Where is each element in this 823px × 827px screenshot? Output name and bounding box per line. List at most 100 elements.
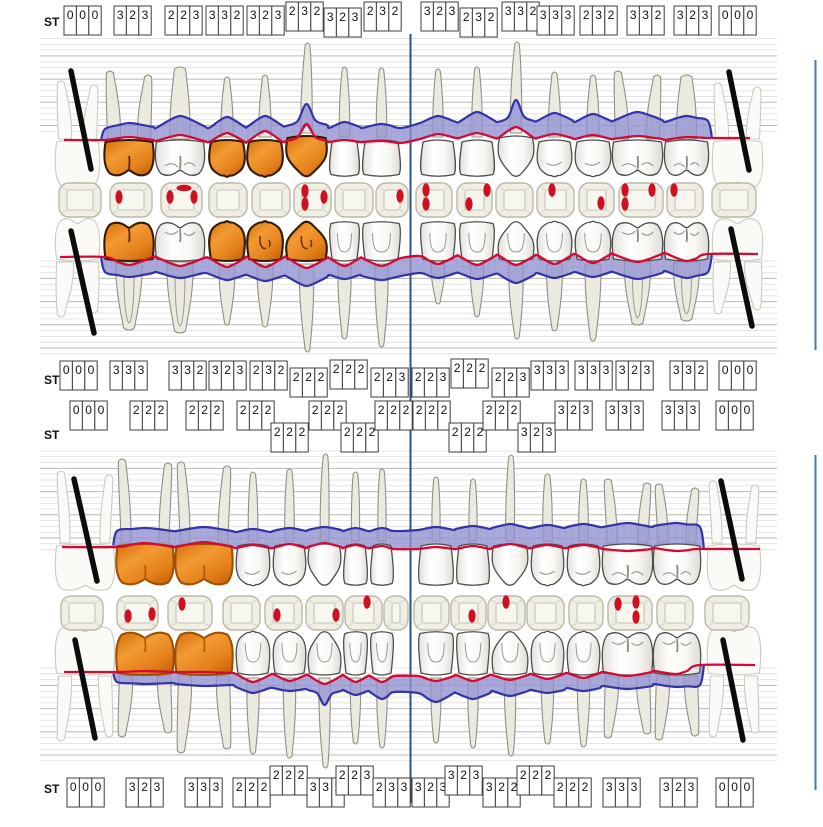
svg-text:2: 2 [293, 370, 300, 384]
svg-text:2: 2 [507, 370, 514, 384]
svg-text:ST: ST [44, 428, 60, 442]
svg-text:2: 2 [158, 403, 165, 417]
svg-text:2: 2 [427, 370, 434, 384]
svg-text:2: 2 [545, 768, 552, 782]
svg-text:2: 2 [240, 403, 247, 417]
svg-text:0: 0 [67, 8, 74, 22]
svg-text:2: 2 [495, 370, 502, 384]
svg-text:3: 3 [534, 363, 541, 377]
svg-text:3: 3 [486, 780, 493, 794]
svg-text:3: 3 [673, 363, 680, 377]
svg-text:0: 0 [731, 403, 738, 417]
svg-text:2: 2 [376, 780, 383, 794]
svg-text:3: 3 [113, 363, 120, 377]
svg-text:3: 3 [521, 425, 528, 439]
svg-text:ST: ST [44, 782, 60, 796]
svg-text:0: 0 [722, 363, 729, 377]
svg-text:2: 2 [299, 425, 306, 439]
svg-text:2: 2 [463, 10, 470, 24]
svg-text:2: 2 [278, 363, 285, 377]
svg-text:2: 2 [689, 8, 696, 22]
svg-text:2: 2 [285, 768, 292, 782]
svg-text:0: 0 [75, 363, 82, 377]
svg-text:2: 2 [530, 4, 537, 18]
svg-text:2: 2 [416, 403, 423, 417]
svg-text:3: 3 [379, 4, 386, 18]
svg-text:3: 3 [558, 403, 565, 417]
svg-text:2: 2 [698, 363, 705, 377]
svg-text:0: 0 [73, 403, 80, 417]
svg-text:3: 3 [552, 8, 559, 22]
svg-text:2: 2 [378, 403, 385, 417]
svg-text:3: 3 [172, 363, 179, 377]
svg-text:3: 3 [364, 768, 371, 782]
svg-text:3: 3 [644, 363, 651, 377]
svg-text:3: 3 [505, 4, 512, 18]
svg-text:2: 2 [314, 4, 321, 18]
svg-text:0: 0 [744, 403, 751, 417]
svg-text:3: 3 [154, 780, 161, 794]
svg-text:3: 3 [631, 780, 638, 794]
svg-text:2: 2 [532, 768, 539, 782]
svg-text:2: 2 [305, 370, 312, 384]
svg-text:2: 2 [298, 768, 305, 782]
svg-text:2: 2 [234, 8, 241, 22]
svg-text:2: 2 [265, 403, 272, 417]
svg-text:0: 0 [88, 363, 95, 377]
svg-text:2: 2 [520, 768, 527, 782]
svg-text:2: 2 [498, 403, 505, 417]
svg-text:3: 3 [590, 363, 597, 377]
svg-text:2: 2 [236, 780, 243, 794]
svg-text:0: 0 [744, 780, 751, 794]
svg-text:2: 2 [569, 780, 576, 794]
svg-text:3: 3 [237, 363, 244, 377]
svg-text:3: 3 [138, 363, 145, 377]
svg-text:ST: ST [44, 373, 60, 387]
svg-text:0: 0 [747, 363, 754, 377]
svg-text:3: 3 [621, 403, 628, 417]
svg-text:2: 2 [356, 425, 363, 439]
svg-text:3: 3 [449, 4, 456, 18]
svg-text:2: 2 [374, 370, 381, 384]
svg-text:2: 2 [274, 425, 281, 439]
svg-text:0: 0 [719, 403, 726, 417]
svg-text:2: 2 [392, 4, 399, 18]
svg-text:2: 2 [324, 403, 331, 417]
svg-text:3: 3 [212, 363, 219, 377]
svg-text:3: 3 [424, 4, 431, 18]
svg-text:2: 2 [631, 363, 638, 377]
svg-text:0: 0 [63, 363, 70, 377]
svg-text:2: 2 [180, 8, 187, 22]
svg-text:2: 2 [452, 425, 459, 439]
svg-text:0: 0 [70, 780, 77, 794]
svg-text:0: 0 [79, 8, 86, 22]
svg-text:3: 3 [634, 403, 641, 417]
svg-text:2: 2 [201, 403, 208, 417]
svg-text:2: 2 [358, 362, 365, 376]
svg-text:2: 2 [498, 780, 505, 794]
svg-text:3: 3 [117, 8, 124, 22]
svg-text:0: 0 [719, 780, 726, 794]
svg-text:2: 2 [403, 403, 410, 417]
svg-text:3: 3 [401, 780, 408, 794]
svg-text:0: 0 [98, 403, 105, 417]
svg-text:2: 2 [197, 363, 204, 377]
svg-text:3: 3 [399, 370, 406, 384]
svg-text:3: 3 [690, 403, 697, 417]
svg-text:2: 2 [133, 403, 140, 417]
svg-text:2: 2 [488, 10, 495, 24]
svg-text:3: 3 [565, 8, 572, 22]
svg-text:3: 3 [583, 403, 590, 417]
svg-text:2: 2 [454, 361, 461, 375]
svg-text:2: 2 [369, 425, 376, 439]
svg-text:2: 2 [141, 780, 148, 794]
svg-text:3: 3 [559, 363, 566, 377]
svg-text:2: 2 [339, 768, 346, 782]
svg-text:2: 2 [351, 768, 358, 782]
svg-text:3: 3 [213, 780, 220, 794]
svg-text:2: 2 [675, 780, 682, 794]
svg-text:2: 2 [337, 403, 344, 417]
svg-text:3: 3 [327, 10, 334, 24]
svg-text:3: 3 [275, 8, 282, 22]
svg-text:3: 3 [310, 780, 317, 794]
